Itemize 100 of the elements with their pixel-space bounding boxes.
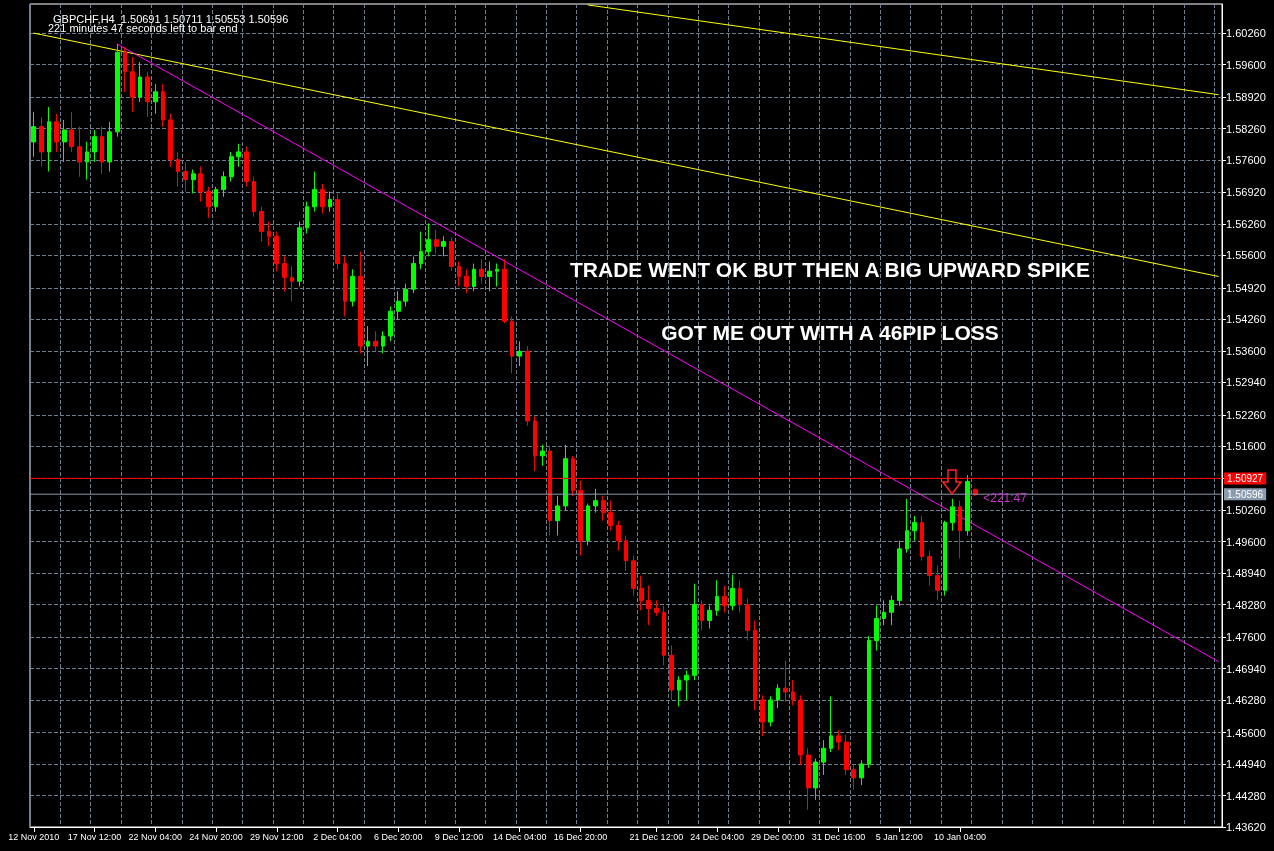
- annotation: GOT ME OUT WITH A 46PIP LOSS: [661, 321, 999, 344]
- candlestick: [920, 515, 924, 562]
- candlestick: [138, 61, 142, 103]
- candlestick: [274, 231, 279, 272]
- candlestick: [669, 644, 674, 701]
- x-tick-label: 6 Dec 20:00: [373, 831, 423, 842]
- x-tick-label: 21 Dec 12:00: [629, 831, 684, 842]
- x-tick-label: 14 Dec 04:00: [492, 831, 547, 842]
- candlestick: [297, 221, 302, 287]
- x-tick-label: 2 Dec 04:00: [313, 831, 362, 842]
- candlestick: [806, 747, 811, 811]
- candlestick: [191, 169, 196, 194]
- x-tick-label: 29 Nov 12:00: [249, 831, 304, 842]
- candlestick: [829, 695, 833, 753]
- candlestick: [176, 151, 180, 188]
- y-tick-label: 1.43620: [1226, 821, 1266, 833]
- candlestick: [700, 599, 704, 631]
- y-tick-label: 1.51600: [1226, 440, 1266, 453]
- candlestick: [229, 151, 234, 182]
- candlestick: [69, 111, 74, 153]
- candlestick: [92, 129, 97, 163]
- candlestick: [358, 251, 363, 354]
- y-tick-label: 1.45600: [1226, 726, 1266, 739]
- x-tick-label: 17 Nov 12:00: [67, 831, 122, 842]
- y-tick-label: 1.53600: [1226, 344, 1266, 357]
- x-tick-label: 24 Dec 04:00: [690, 831, 744, 842]
- candlestick: [882, 599, 886, 626]
- candlestick: [533, 415, 537, 472]
- candlestick: [54, 113, 59, 153]
- ref-line-label: 1.50927: [1227, 472, 1264, 484]
- candlestick: [426, 222, 431, 257]
- candlestick: [312, 170, 317, 213]
- candlestick: [115, 43, 120, 138]
- candlestick: [692, 583, 697, 681]
- y-tick-label: 1.58920: [1226, 91, 1266, 104]
- y-tick-label: 1.49600: [1226, 535, 1266, 548]
- candlestick: [282, 255, 287, 292]
- candlestick: [388, 305, 393, 342]
- candlestick: [586, 503, 590, 547]
- candlestick: [206, 186, 211, 219]
- y-tick-label: 1.56260: [1226, 217, 1266, 230]
- y-tick-label: 1.50260: [1226, 504, 1266, 517]
- candlestick: [145, 71, 150, 118]
- candlestick: [320, 183, 325, 214]
- x-tick-label: 31 Dec 16:00: [811, 831, 866, 842]
- candlestick: [214, 186, 218, 213]
- y-tick-label: 1.55600: [1226, 249, 1266, 262]
- candlestick: [859, 759, 864, 786]
- candlestick: [221, 170, 226, 198]
- candlestick: [502, 258, 507, 324]
- candlestick: [540, 444, 545, 467]
- x-tick-label: 16 Dec 20:00: [553, 831, 608, 842]
- candlestick: [935, 565, 940, 601]
- candlestick: [836, 729, 841, 751]
- candlestick: [973, 488, 978, 497]
- candlestick: [525, 345, 530, 427]
- candlestick: [958, 500, 962, 559]
- candlestick: [601, 495, 606, 522]
- candlestick: [646, 585, 651, 626]
- candlestick: [335, 192, 340, 270]
- candlestick: [305, 201, 309, 234]
- candlestick: [434, 229, 439, 255]
- candlestick: [161, 83, 165, 128]
- candlestick: [821, 739, 826, 776]
- x-tick-label: 12 Nov 2010: [8, 831, 60, 842]
- candlestick: [715, 579, 719, 617]
- candlestick: [441, 235, 446, 257]
- candlestick: [198, 166, 203, 203]
- candlestick: [722, 585, 727, 613]
- candlestick: [259, 206, 264, 243]
- x-tick-label: 10 Jan 04:00: [934, 831, 987, 842]
- candlestick: [107, 121, 112, 172]
- candlestick: [62, 119, 67, 163]
- candlestick: [290, 265, 294, 302]
- candlestick: [396, 290, 401, 320]
- candlestick: [813, 758, 818, 801]
- candlestick: [707, 605, 712, 630]
- y-tick-label: 1.59600: [1226, 58, 1266, 71]
- candlestick: [912, 515, 917, 542]
- y-tick-label: 1.54920: [1226, 281, 1266, 294]
- candlestick: [905, 498, 909, 554]
- y-tick-label: 1.44940: [1226, 758, 1266, 771]
- x-tick-label: 22 Nov 04:00: [128, 831, 183, 842]
- candlestick: [350, 268, 355, 307]
- candlestick: [760, 694, 765, 737]
- candlestick: [768, 695, 773, 727]
- candlestick: [624, 534, 628, 572]
- annotation: <221:47: [983, 491, 1028, 506]
- candlestick: [183, 161, 188, 192]
- candlestick: [411, 255, 416, 294]
- candlestick: [791, 679, 795, 706]
- candlestick: [677, 675, 681, 707]
- candlestick: [130, 56, 135, 113]
- candlestick: [738, 579, 742, 613]
- candlestick: [244, 146, 249, 188]
- candlestick: [783, 659, 788, 703]
- candlestick: [85, 141, 89, 181]
- candlestick: [100, 126, 104, 175]
- candlestick: [419, 231, 423, 270]
- candlestick: [874, 605, 879, 651]
